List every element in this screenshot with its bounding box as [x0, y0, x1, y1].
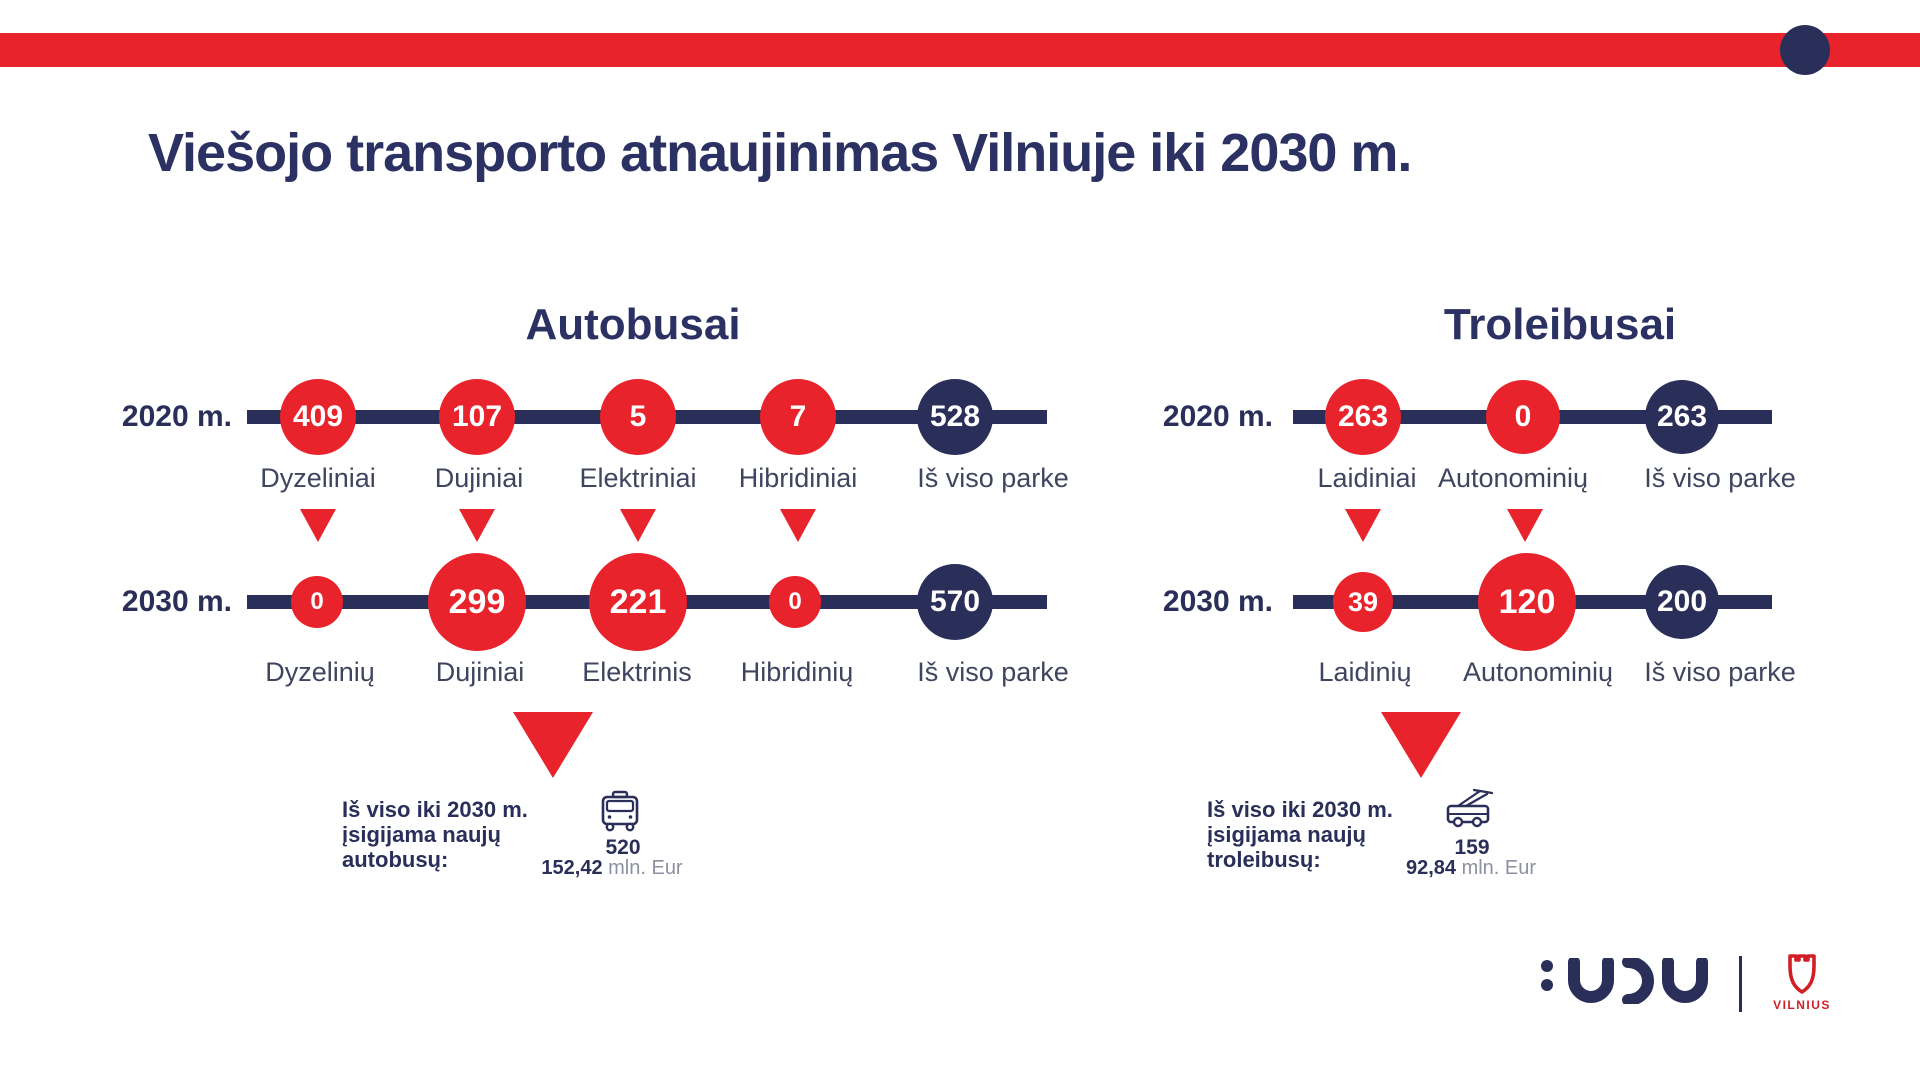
page-title: Viešojo transporto atnaujinimas Vilniuje… — [148, 123, 1412, 183]
buses-price: 152,42 mln. Eur — [541, 857, 682, 880]
trolleybuses-section-heading: Troleibusai — [1443, 300, 1677, 349]
buses-new-count: 520 — [605, 836, 641, 859]
trolleybuses-new-count: 159 — [1454, 836, 1490, 859]
trolleybuses-2020-node-total: 263 — [1645, 380, 1719, 454]
buses-2020-label-dyzeliniai: Dyzeliniai — [260, 463, 376, 493]
buses-2020-year-label: 2020 m. — [121, 400, 232, 433]
down-arrow-icon — [1507, 509, 1543, 542]
footer-divider — [1739, 956, 1742, 1012]
trolleybuses-price-value: 92,84 — [1405, 857, 1457, 879]
trolleybuses-2030-node-autonominiu: 120 — [1478, 553, 1576, 651]
buses-2030-node-hibridiniu: 0 — [769, 576, 821, 628]
buses-section-heading: Autobusai — [525, 300, 741, 349]
down-arrow-icon — [459, 509, 495, 542]
trolleybuses-2020-node-laidiniai: 263 — [1325, 379, 1401, 455]
trolleybuses-2030-label-total: Iš viso parke — [1644, 657, 1796, 687]
down-arrow-icon — [620, 509, 656, 542]
trolleybuses-price: 92,84 mln. Eur — [1406, 857, 1536, 880]
trolleybus-icon — [1444, 785, 1496, 839]
buses-price-unit: mln. Eur — [608, 857, 683, 879]
trolleybuses-2030-label-laidiniu: Laidinių — [1318, 657, 1412, 687]
buses-summary-text: Iš viso iki 2030 m. įsigijama naujų auto… — [342, 797, 528, 872]
down-arrow-icon — [780, 509, 816, 542]
trolleybuses-2030-year-label: 2030 m. — [1162, 585, 1273, 618]
trolleybuses-2020-year-label: 2020 m. — [1162, 400, 1273, 433]
trolleybuses-2030-node-laidiniu: 39 — [1333, 572, 1393, 632]
buses-2030-label-dujiniai: Dujiniai — [435, 657, 525, 687]
buses-2030-label-total: Iš viso parke — [917, 657, 1069, 687]
down-arrow-icon — [300, 509, 336, 542]
buses-2020-node-dujiniai: 107 — [439, 379, 515, 455]
big-down-arrow-icon — [513, 712, 593, 778]
buses-2020-node-total: 528 — [917, 379, 993, 455]
top-accent-bar — [0, 33, 1920, 67]
buses-2020-label-elektriniai: Elektriniai — [579, 463, 697, 493]
down-arrow-icon — [1345, 509, 1381, 542]
buses-2020-node-hibridiniai: 7 — [760, 379, 836, 455]
buses-price-value: 152,42 — [541, 857, 603, 879]
buses-2030-label-hibridiniu: Hibridinių — [740, 657, 854, 687]
trolleybuses-2030-label-autonominiu: Autonominių — [1462, 657, 1614, 687]
buses-2020-node-elektriniai: 5 — [600, 379, 676, 455]
buses-2020-label-total: Iš viso parke — [917, 463, 1069, 493]
buses-2020-node-dyzeliniai: 409 — [280, 379, 356, 455]
trolleybuses-2020-label-laidiniai: Laidiniai — [1317, 463, 1417, 493]
vilnius-logo-text: VILNIUS — [1773, 998, 1831, 1012]
judu-logo — [1540, 956, 1708, 1009]
vilnius-shield-icon — [1786, 953, 1818, 1000]
trolleybuses-summary-text: Iš viso iki 2030 m. įsigijama naujų trol… — [1207, 797, 1393, 872]
trolleybuses-price-unit: mln. Eur — [1461, 857, 1537, 879]
big-down-arrow-icon — [1381, 712, 1461, 778]
buses-2030-year-label: 2030 m. — [121, 585, 232, 618]
buses-2030-node-total: 570 — [917, 564, 993, 640]
buses-2020-label-dujiniai: Dujiniai — [434, 463, 524, 493]
buses-2020-label-hibridiniai: Hibridiniai — [738, 463, 858, 493]
top-bar-dot — [1780, 25, 1830, 75]
buses-2030-node-dyzeliniu: 0 — [291, 576, 343, 628]
trolleybuses-2030-node-total: 200 — [1645, 565, 1719, 639]
trolleybuses-2020-node-autonominiu: 0 — [1486, 380, 1560, 454]
buses-2030-node-elektrinis: 221 — [589, 553, 687, 651]
trolleybuses-2020-label-autonominiu: Autonominių — [1437, 463, 1589, 493]
bus-icon — [598, 790, 642, 839]
buses-2030-label-dyzeliniu: Dyzelinių — [265, 657, 375, 687]
trolleybuses-2020-label-total: Iš viso parke — [1644, 463, 1796, 493]
buses-2030-label-elektrinis: Elektrinis — [582, 657, 692, 687]
buses-2030-node-dujiniai: 299 — [428, 553, 526, 651]
